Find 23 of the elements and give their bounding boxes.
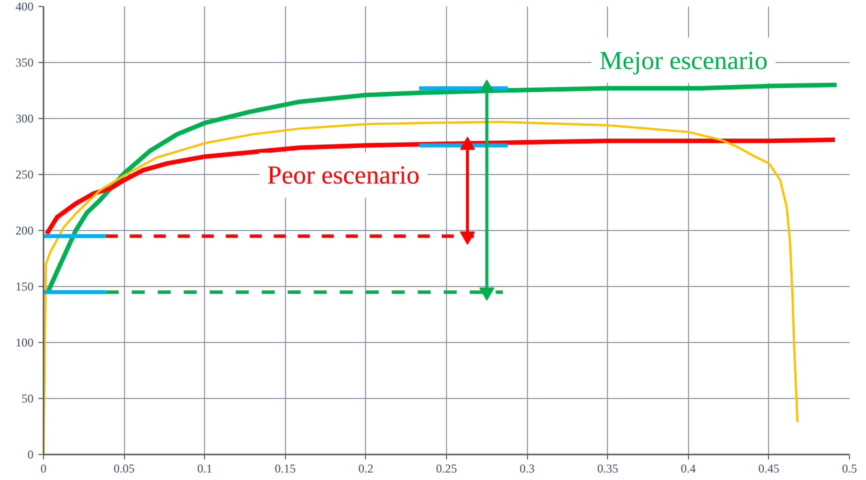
x-tick-label: 0.05 bbox=[114, 462, 135, 476]
y-tick-label: 350 bbox=[16, 56, 34, 70]
y-tick-label: 200 bbox=[16, 224, 34, 238]
y-tick-label: 250 bbox=[16, 168, 34, 182]
line-series bbox=[44, 138, 838, 236]
y-tick-label: 50 bbox=[22, 392, 34, 406]
y-tick-label: 0 bbox=[28, 448, 34, 462]
x-tick-label: 0.1 bbox=[197, 462, 212, 476]
y-tick-label: 300 bbox=[16, 112, 34, 126]
series-label: Mejor escenario bbox=[599, 46, 768, 75]
x-tick-label: 0.5 bbox=[842, 462, 857, 476]
x-tick-label: 0.15 bbox=[274, 462, 296, 476]
series-label: Peor escenario bbox=[267, 160, 420, 190]
x-tick-label: 0.4 bbox=[680, 462, 696, 476]
y-tick-label: 400 bbox=[16, 0, 34, 14]
x-tick-label: 0.2 bbox=[358, 462, 374, 476]
y-tick-label: 150 bbox=[16, 280, 34, 294]
x-tick-label: 0.45 bbox=[758, 462, 780, 476]
x-tick-label: 0 bbox=[40, 462, 46, 476]
x-tick-label: 0.3 bbox=[520, 462, 535, 476]
x-tick-label: 0.25 bbox=[436, 462, 457, 476]
x-tick-label: 0.35 bbox=[597, 462, 618, 476]
y-tick-label: 100 bbox=[16, 336, 34, 350]
